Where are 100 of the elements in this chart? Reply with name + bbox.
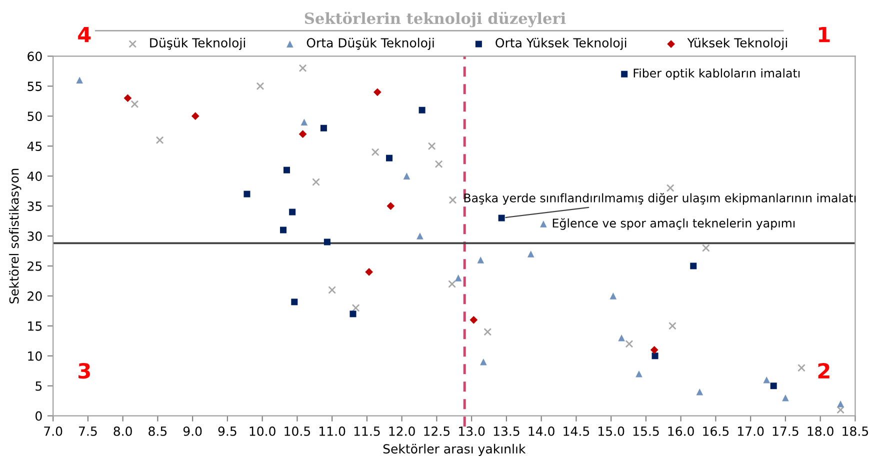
annotation: 3 <box>78 362 90 379</box>
point <box>625 340 634 348</box>
point <box>365 268 373 276</box>
x-tick-label: 8.0 <box>114 426 132 436</box>
x-tick-label: 17.5 <box>772 426 798 436</box>
point <box>434 160 443 168</box>
point <box>668 322 676 330</box>
x-tick-label: 7.0 <box>44 426 62 436</box>
legend-label: Orta Yüksek Teknoloji <box>496 38 626 50</box>
point <box>666 184 674 192</box>
x-tick-label: 9.0 <box>183 426 202 436</box>
y-tick-label: 40 <box>27 172 42 181</box>
point <box>770 382 777 390</box>
point <box>312 178 320 186</box>
x-tick-label: 14.0 <box>528 426 554 436</box>
point <box>621 70 628 78</box>
point <box>696 388 704 396</box>
point <box>352 304 360 312</box>
point <box>416 232 424 240</box>
y-tick-label: 60 <box>28 52 42 62</box>
point <box>610 292 617 300</box>
point <box>324 238 330 246</box>
x-tick-label: 13.0 <box>459 426 485 436</box>
x-tick-label: 17.0 <box>738 426 764 436</box>
point <box>798 364 806 372</box>
x-tick-label: 16.0 <box>668 426 694 436</box>
point <box>156 136 164 144</box>
point <box>373 88 382 96</box>
point <box>448 196 457 204</box>
point <box>618 334 625 342</box>
y-tick-label: 35 <box>28 202 42 211</box>
point <box>300 118 308 126</box>
point <box>418 106 426 114</box>
x-tick-label: 18.0 <box>808 426 834 436</box>
point <box>470 316 478 324</box>
point <box>289 208 296 216</box>
x-tick-label: 8.5 <box>148 426 167 436</box>
point <box>480 358 487 366</box>
legend-label: Orta Düşük Teknoloji <box>306 38 434 50</box>
point <box>702 244 710 252</box>
annotation: 2 <box>818 362 830 378</box>
y-tick-label: 0 <box>36 411 42 421</box>
x-tick-label: 16.5 <box>703 426 729 436</box>
point <box>320 124 327 132</box>
point <box>130 100 139 108</box>
point <box>350 310 356 318</box>
x-tick-label: 15.5 <box>633 426 659 436</box>
x-tick-label: 13.5 <box>494 426 520 436</box>
point <box>652 352 658 360</box>
x-tick-label: 11.0 <box>320 426 346 436</box>
chart-title: Sektörlerin teknoloji düzeyleri <box>304 12 566 28</box>
point <box>191 112 200 120</box>
x-tick-label: 11.5 <box>354 426 380 436</box>
point <box>763 376 770 384</box>
x-tick-label: 12.0 <box>389 426 415 436</box>
point <box>527 250 534 258</box>
y-axis-title: Sektörel sofistikasyon <box>9 168 22 304</box>
y-tick-label: 45 <box>27 142 42 152</box>
point <box>477 256 484 264</box>
text: 4 <box>78 26 91 42</box>
point <box>298 130 307 138</box>
point <box>283 166 290 174</box>
text: 1 <box>819 26 830 42</box>
point <box>328 286 336 294</box>
x-tick-label: 9.5 <box>218 426 236 436</box>
y-tick-label: 25 <box>28 261 42 271</box>
annotation: Başka yerde sınıflandırılmamış diğer ulaşım ekipmanlarının imalatı <box>464 192 856 205</box>
point <box>386 202 395 210</box>
y-tick-label: 55 <box>28 82 42 92</box>
y-tick-label: 15 <box>28 322 42 331</box>
x-tick-label: 10.0 <box>250 426 276 436</box>
point <box>837 400 844 408</box>
point <box>540 220 547 228</box>
point <box>636 370 642 378</box>
y-tick-label: 50 <box>28 112 42 122</box>
point <box>244 190 250 198</box>
legend-label: Yüksek Teknoloji <box>687 38 787 50</box>
point <box>428 142 436 150</box>
point <box>836 406 845 414</box>
point <box>256 82 264 90</box>
point <box>782 394 789 402</box>
point <box>484 328 492 336</box>
point <box>298 64 307 72</box>
x-tick-label: 10.5 <box>284 426 310 436</box>
point <box>124 94 132 102</box>
y-tick-label: 10 <box>28 351 42 361</box>
point <box>690 262 697 270</box>
x-tick-label: 18.5 <box>842 426 868 436</box>
x-tick-label: 14.5 <box>564 426 590 436</box>
point <box>371 148 380 156</box>
x-tick-label: 7.5 <box>79 426 97 436</box>
y-tick-label: 30 <box>28 231 42 241</box>
point <box>650 346 658 354</box>
x-axis-title: Sektörler arası yakınlık <box>383 444 526 456</box>
point <box>280 226 287 234</box>
point <box>386 154 393 162</box>
x-tick-label: 15.0 <box>598 426 624 436</box>
annotation: Eğlence ve spor amaçlı teknelerin yapımı <box>552 218 795 230</box>
y-tick-label: 5 <box>36 381 42 391</box>
point <box>291 298 298 306</box>
